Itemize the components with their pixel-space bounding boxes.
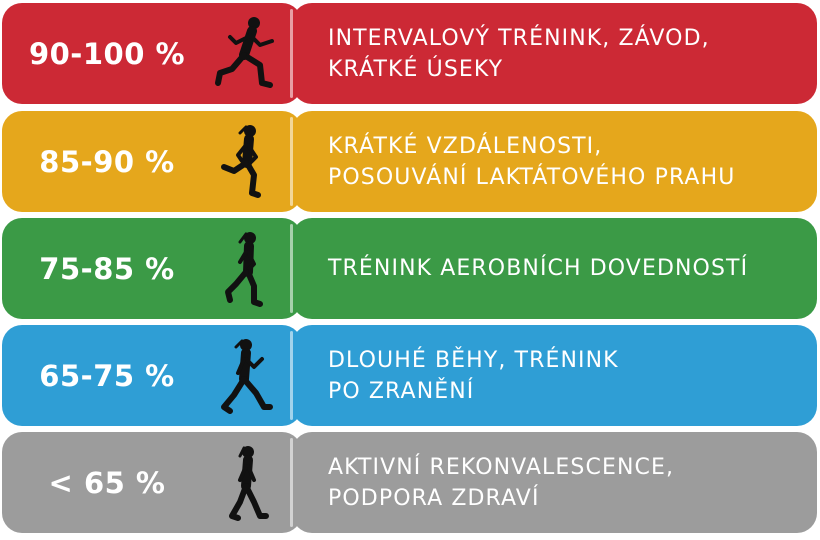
description-line: PO ZRANĚNÍ [328, 378, 475, 404]
zone-row-75-85: 75-85 % TRÉNINK AEROBNÍCH DOVEDNOSTÍ [2, 218, 817, 319]
percent-pill [2, 325, 302, 426]
zone-description: KRÁTKÉ VZDÁLENOSTI, POSOUVÁNÍ LAKTÁTOVÉH… [328, 111, 808, 212]
heart-rate-percent: 75-85 % [39, 251, 175, 286]
description-pill [292, 3, 817, 104]
zone-row-90-100: 90-100 % INTERVALOVÝ TRÉNINK, ZÁVOD, KRÁ… [2, 3, 817, 104]
zone-row-65-75: 65-75 % DLOUHÉ BĚHY, TRÉNINK PO ZRANĚNÍ [2, 325, 817, 426]
description-line: INTERVALOVÝ TRÉNINK, ZÁVOD, [328, 25, 710, 51]
zone-row-85-90: 85-90 % KRÁTKÉ VZDÁLENOSTI, POSOUVÁNÍ LA… [2, 111, 817, 212]
heart-rate-percent: 90-100 % [28, 36, 186, 71]
pill-divider [290, 117, 293, 206]
heart-rate-percent: 85-90 % [39, 144, 175, 179]
pill-divider [290, 9, 293, 98]
zone-description: TRÉNINK AEROBNÍCH DOVEDNOSTÍ [328, 218, 808, 319]
description-line: KRÁTKÉ VZDÁLENOSTI, [328, 133, 603, 159]
description-pill [292, 432, 817, 533]
fast-walking-woman-icon [221, 339, 273, 414]
walking-woman-icon [229, 446, 269, 521]
description-line: AKTIVNÍ REKONVALESCENCE, [328, 454, 675, 480]
description-pill [292, 325, 817, 426]
description-pill [292, 111, 817, 212]
zone-description: INTERVALOVÝ TRÉNINK, ZÁVOD, KRÁTKÉ ÚSEKY [328, 3, 808, 104]
description-line: PODPORA ZDRAVÍ [328, 485, 540, 511]
running-woman-icon [221, 125, 261, 198]
pill-divider [290, 331, 293, 420]
zone-row-below-65: < 65 % AKTIVNÍ REKONVALESCENCE, PODPORA … [2, 432, 817, 533]
description-pill [292, 218, 817, 319]
jogging-woman-icon [225, 232, 263, 307]
pill-divider [290, 438, 293, 527]
description-line: DLOUHÉ BĚHY, TRÉNINK [328, 347, 619, 373]
heart-rate-percent: 65-75 % [39, 358, 175, 393]
zone-description: AKTIVNÍ REKONVALESCENCE, PODPORA ZDRAVÍ [328, 432, 808, 533]
pill-divider [290, 224, 293, 313]
sprinting-runner-icon [215, 17, 274, 88]
description-line: KRÁTKÉ ÚSEKY [328, 56, 504, 82]
description-line: POSOUVÁNÍ LAKTÁTOVÉHO PRAHU [328, 164, 736, 190]
heart-rate-percent: < 65 % [48, 465, 166, 500]
description-line: TRÉNINK AEROBNÍCH DOVEDNOSTÍ [328, 256, 749, 281]
zone-description: DLOUHÉ BĚHY, TRÉNINK PO ZRANĚNÍ [328, 325, 808, 426]
